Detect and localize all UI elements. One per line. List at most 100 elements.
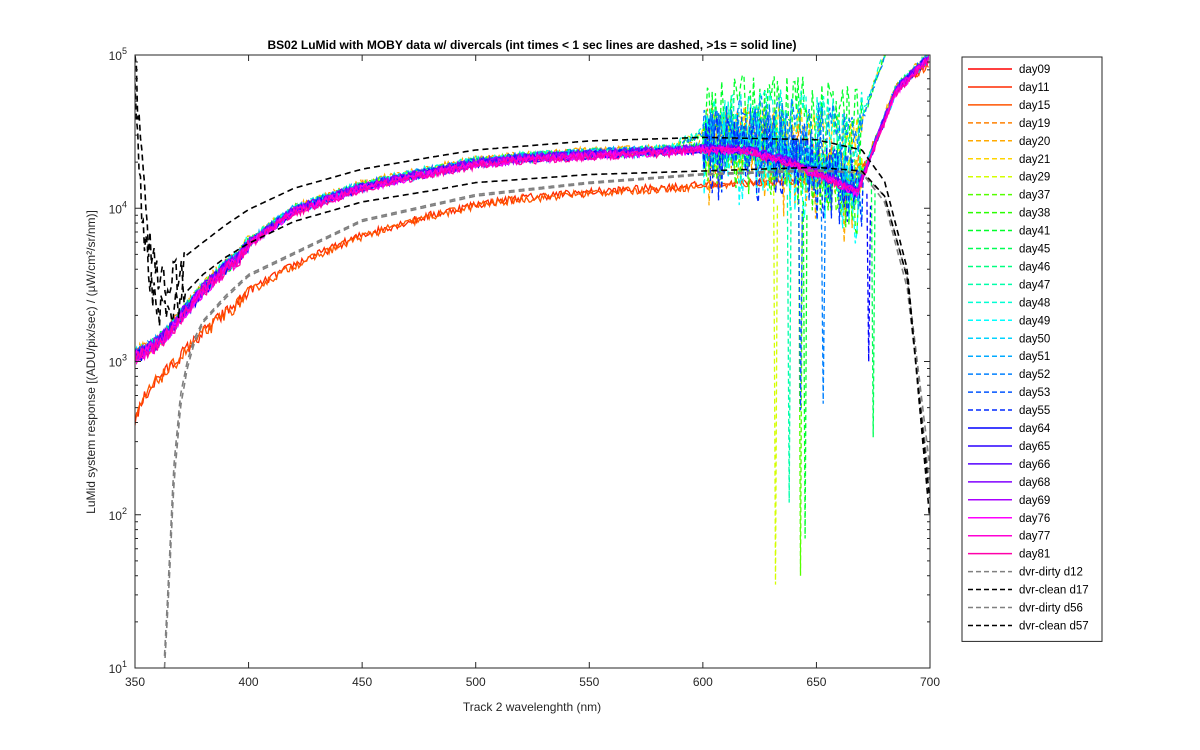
legend-label: day29	[1019, 172, 1050, 184]
legend-label: dvr-dirty d56	[1019, 603, 1083, 615]
legend-label: day53	[1019, 387, 1050, 399]
series-line-day53	[135, 55, 929, 360]
legend-item: day09	[968, 64, 1050, 76]
series-line-day49	[135, 55, 929, 358]
series-line-day66	[135, 56, 930, 360]
legend-item: day11	[968, 82, 1049, 94]
series-line-dvr-dirty-d12	[163, 170, 930, 668]
legend-label: day48	[1019, 297, 1050, 309]
legend-label: dvr-clean d17	[1019, 585, 1089, 597]
series-line-day09	[135, 56, 930, 362]
series-line-day20	[135, 55, 928, 357]
legend-item: dvr-clean d57	[968, 620, 1089, 632]
series-line-day64	[135, 56, 929, 362]
legend-item: dvr-dirty d56	[968, 603, 1083, 615]
legend-label: dvr-dirty d12	[1019, 567, 1083, 579]
x-tick-label: 350	[125, 675, 145, 689]
legend-label: day20	[1019, 136, 1050, 148]
legend-label: day38	[1019, 208, 1050, 220]
series-line-dvr-clean-d57	[135, 83, 930, 499]
dropout-spike-day47	[786, 194, 792, 503]
legend-item: day51	[968, 351, 1050, 363]
series-line-day46	[135, 55, 929, 362]
legend-item: day47	[968, 279, 1050, 291]
legend-label: day68	[1019, 477, 1050, 489]
legend-label: day21	[1019, 154, 1050, 166]
legend-item: day64	[968, 423, 1051, 435]
legend-item: day45	[968, 244, 1050, 256]
series-line-dvr-clean-d17	[135, 55, 930, 517]
x-tick-label: 550	[579, 675, 599, 689]
legend: day09 day11 day15 day19 day20 day21 day29 day37…	[961, 56, 1103, 642]
legend-label: day46	[1019, 261, 1050, 273]
series-line-day81	[135, 58, 930, 361]
x-tick-label: 500	[466, 675, 486, 689]
legend-item: day76	[968, 513, 1050, 525]
dropout-spike-day53	[798, 198, 803, 411]
x-tick-label: 700	[920, 675, 940, 689]
legend-item: day81	[968, 549, 1050, 561]
x-tick-label: 600	[693, 675, 713, 689]
legend-item: dvr-clean d17	[968, 585, 1089, 597]
legend-label: day81	[1019, 549, 1050, 561]
legend-item: day38	[968, 208, 1050, 220]
series-line-day45	[135, 55, 929, 360]
dropout-spike-day64	[866, 193, 872, 362]
legend-item: day55	[968, 405, 1050, 417]
legend-label: day45	[1019, 244, 1050, 256]
legend-item: day53	[968, 387, 1050, 399]
y-tick-label: 101	[109, 659, 127, 676]
x-tick-label: 650	[806, 675, 826, 689]
x-axis-label: Track 2 wavelenghth (nm)	[463, 700, 601, 714]
legend-label: day66	[1019, 459, 1050, 471]
dropout-spike-day41	[802, 200, 808, 539]
legend-item: day77	[968, 531, 1050, 543]
legend-item: day65	[968, 441, 1050, 453]
legend-label: day64	[1019, 423, 1051, 435]
series-line-day77	[135, 57, 930, 366]
legend-label: day15	[1019, 100, 1050, 112]
chart-title: BS02 LuMid with MOBY data w/ divercals (…	[268, 38, 797, 52]
series-line-day51	[135, 55, 930, 359]
legend-label: day76	[1019, 513, 1050, 525]
series-line-day76	[135, 57, 930, 360]
legend-box	[961, 56, 1103, 642]
legend-item: day49	[968, 315, 1050, 327]
series-line-day19	[135, 55, 928, 360]
legend-label: day65	[1019, 441, 1050, 453]
legend-item: day50	[968, 333, 1050, 345]
legend-item: day48	[968, 297, 1050, 309]
plot-area	[135, 55, 930, 668]
legend-item: day37	[968, 190, 1050, 202]
legend-label: day77	[1019, 531, 1050, 543]
series-line-day47	[135, 55, 930, 362]
legend-item: day41	[968, 226, 1050, 238]
x-tick-label: 450	[352, 675, 372, 689]
series-line-day52	[135, 55, 886, 362]
legend-item: day46	[968, 261, 1050, 273]
legend-item: day29	[968, 172, 1050, 184]
y-tick-label: 103	[109, 353, 127, 370]
legend-item: day68	[968, 477, 1050, 489]
dropout-spike-day45	[870, 181, 876, 438]
legend-label: day50	[1019, 333, 1050, 345]
x-tick-label: 400	[239, 675, 259, 689]
y-tick-label: 105	[109, 46, 127, 63]
legend-item: day19	[968, 118, 1050, 130]
y-axis-label: LuMid system response [(ADU/pix/sec) / (…	[84, 210, 98, 514]
y-tick-label: 102	[109, 506, 127, 523]
series-line-day65	[135, 58, 929, 362]
legend-item: day66	[968, 459, 1050, 471]
legend-item: day20	[968, 136, 1050, 148]
legend-label: day51	[1019, 351, 1050, 363]
legend-label: dvr-clean d57	[1019, 620, 1089, 632]
legend-label: day52	[1019, 369, 1050, 381]
legend-item: day15	[968, 100, 1050, 112]
axes: 350 400 450 500 550 600 650 700 101 102 103 104 105	[109, 46, 941, 689]
y-tick-label: 104	[109, 199, 127, 216]
legend-label: day11	[1019, 82, 1049, 94]
dropout-spike-day52	[820, 208, 826, 404]
legend-label: day49	[1019, 315, 1050, 327]
legend-label: day37	[1019, 190, 1050, 202]
